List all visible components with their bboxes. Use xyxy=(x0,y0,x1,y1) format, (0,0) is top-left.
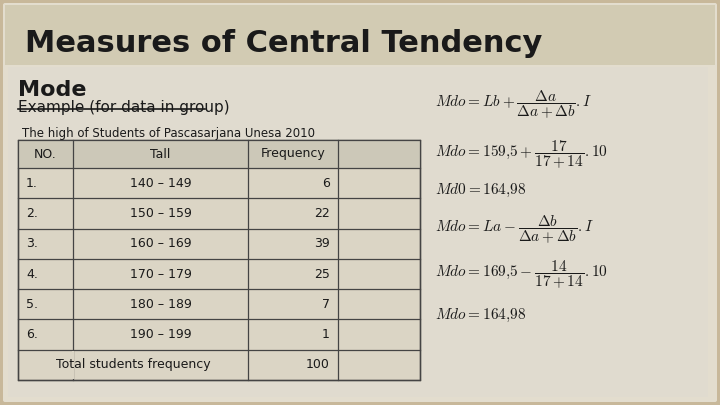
Text: $Md0 = 164{,}98$: $Md0 = 164{,}98$ xyxy=(435,181,526,198)
Text: Tall: Tall xyxy=(150,147,171,160)
Text: 1.: 1. xyxy=(26,177,38,190)
Text: The high of Students of Pascasarjana Unesa 2010: The high of Students of Pascasarjana Une… xyxy=(22,127,315,140)
Text: 140 – 149: 140 – 149 xyxy=(130,177,192,190)
Bar xyxy=(72,351,74,379)
Bar xyxy=(18,140,420,168)
Text: $Mdo = Lb + \dfrac{\Delta a}{\Delta a + \Delta b}.I$: $Mdo = Lb + \dfrac{\Delta a}{\Delta a + … xyxy=(435,89,593,121)
Text: 150 – 159: 150 – 159 xyxy=(130,207,192,220)
Text: 160 – 169: 160 – 169 xyxy=(130,237,192,250)
Bar xyxy=(8,67,708,397)
Text: 25: 25 xyxy=(314,267,330,281)
Text: 100: 100 xyxy=(306,358,330,371)
Text: Total students frequency: Total students frequency xyxy=(55,358,210,371)
Text: Example (for data in group): Example (for data in group) xyxy=(18,100,230,115)
Text: 1: 1 xyxy=(322,328,330,341)
Text: $Mdo = 159{,}5 + \dfrac{17}{17 + 14}.10$: $Mdo = 159{,}5 + \dfrac{17}{17 + 14}.10$ xyxy=(435,139,608,171)
Text: 190 – 199: 190 – 199 xyxy=(130,328,192,341)
Text: $Mdo = 169{,}5 - \dfrac{14}{17 + 14}.10$: $Mdo = 169{,}5 - \dfrac{14}{17 + 14}.10$ xyxy=(435,259,608,291)
Text: 7: 7 xyxy=(322,298,330,311)
Text: NO.: NO. xyxy=(34,147,57,160)
Text: 2.: 2. xyxy=(26,207,38,220)
Text: 39: 39 xyxy=(314,237,330,250)
Text: 22: 22 xyxy=(314,207,330,220)
Text: $Mdo = La - \dfrac{\Delta b}{\Delta a + \Delta b}.I$: $Mdo = La - \dfrac{\Delta b}{\Delta a + … xyxy=(435,214,594,246)
Text: 4.: 4. xyxy=(26,267,38,281)
Text: 5.: 5. xyxy=(26,298,38,311)
Text: 170 – 179: 170 – 179 xyxy=(130,267,192,281)
Text: 6.: 6. xyxy=(26,328,38,341)
Text: Frequency: Frequency xyxy=(261,147,325,160)
FancyBboxPatch shape xyxy=(3,3,717,402)
Text: Measures of Central Tendency: Measures of Central Tendency xyxy=(25,28,542,58)
Text: $Mdo = 164{,}98$: $Mdo = 164{,}98$ xyxy=(435,307,526,324)
Text: 180 – 189: 180 – 189 xyxy=(130,298,192,311)
Bar xyxy=(5,5,715,65)
Text: 6: 6 xyxy=(322,177,330,190)
Text: 3.: 3. xyxy=(26,237,38,250)
Bar xyxy=(18,140,420,380)
Text: Mode: Mode xyxy=(18,80,86,100)
